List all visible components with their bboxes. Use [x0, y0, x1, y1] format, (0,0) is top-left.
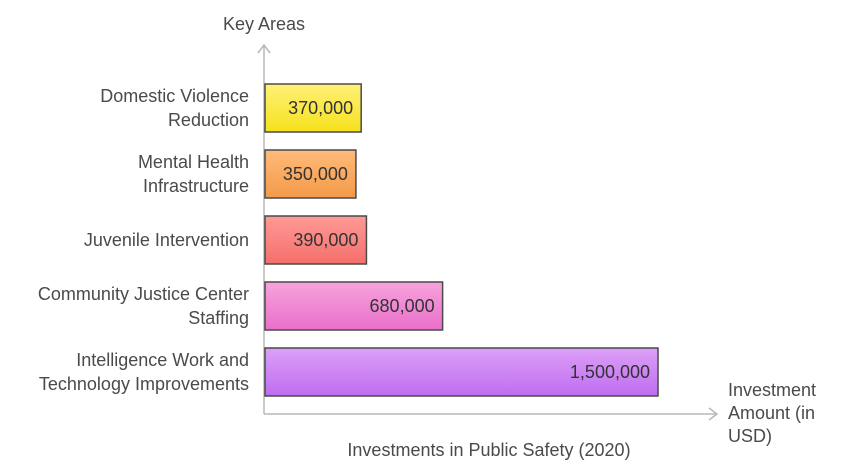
- x-axis-title-text: Investment Amount (in USD): [728, 380, 816, 446]
- x-axis-arrow-icon: [708, 407, 719, 421]
- bar-value-label: 370,000: [288, 98, 353, 118]
- category-label: Domestic Violence Reduction: [100, 86, 249, 130]
- bar: [264, 149, 357, 199]
- category-label: Mental Health Infrastructure: [138, 152, 249, 196]
- y-axis-arrow-icon: [257, 43, 271, 54]
- y-axis-title: Key Areas: [223, 14, 305, 34]
- bar-value-label: 390,000: [293, 230, 358, 250]
- bar: [264, 281, 444, 331]
- bar: [264, 347, 659, 397]
- bar-value-label: 680,000: [370, 296, 435, 316]
- bars-group: 370,000 350,000 390,000 680,000 1,500,000: [264, 83, 659, 397]
- bar-value-label: 350,000: [283, 164, 348, 184]
- chart-title: Investments in Public Safety (2020): [347, 440, 630, 460]
- bar: [264, 83, 362, 133]
- category-label: Juvenile Intervention: [84, 230, 249, 250]
- bar-value-label: 1,500,000: [570, 362, 650, 382]
- x-axis-title: Investment Amount (in USD): [728, 380, 816, 446]
- bar: [264, 215, 368, 265]
- category-label: Intelligence Work and Technology Improvem…: [39, 350, 249, 394]
- category-labels: Domestic Violence Reduction Mental Health I…: [38, 86, 249, 394]
- category-label: Community Justice Center Staffing: [38, 284, 249, 328]
